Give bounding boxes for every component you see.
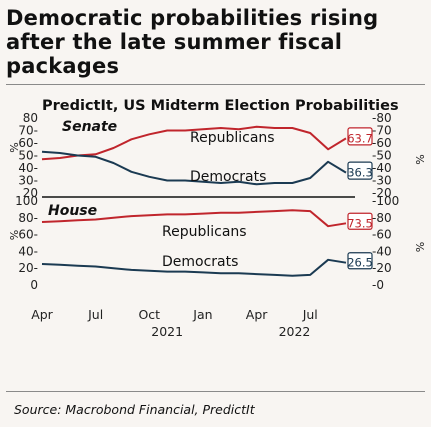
x-tick-label: Apr [246,307,268,322]
title-divider [6,84,425,85]
y-tick-label-left: 30- [18,174,38,188]
series-line-democrats [41,150,347,186]
y-tick-label-left: 0 [30,278,38,292]
end-value-box [347,161,373,180]
y-tick-label-left: 40- [18,244,38,258]
end-value-label: 26.5 [347,256,373,270]
y-tick-label-right: -80 [372,211,392,225]
y-tick-label-right: -40 [372,161,392,175]
series-label-republicans: Republicans [190,130,275,146]
series-label-democrats: Democrats [190,169,266,185]
y-tick-label-right: -20 [372,186,392,200]
y-tick-label-left: 20 [23,186,38,200]
panel-title: Senate [62,119,117,135]
end-value-box [347,252,373,270]
x-year-label: 2021 [151,324,183,339]
y-axis-label-left: % [8,230,21,240]
y-tick-label-right: -60 [372,228,392,242]
y-tick-label-left: 50- [18,149,38,163]
chart-subtitle: PredictIt, US Midterm Election Probabili… [42,98,399,114]
y-tick-label-left: 20- [18,261,38,275]
end-value-label: 73.5 [347,216,373,230]
y-tick-label-left: 60- [18,136,38,150]
y-axis-label-right: % [413,154,426,164]
end-value-box [347,127,373,146]
y-tick-label-left: 60- [18,228,38,242]
series-line-republicans [41,209,347,228]
y-tick-label-left: 80 [23,111,38,125]
end-value-label: 36.3 [347,166,373,180]
source-note: Source: Macrobond Financial, PredictIt [14,402,255,417]
y-tick-label-right: -60 [372,136,392,150]
x-tick-label: Jan [192,307,212,322]
y-tick-label-right: -70 [372,124,392,138]
y-tick-label-left: 80- [18,211,38,225]
series-label-democrats: Democrats [162,254,238,270]
y-tick-label-left: 100 [15,194,38,208]
x-tick-label: Apr [31,307,53,322]
y-tick-label-right: -50 [372,149,392,163]
source-divider [6,391,425,392]
y-tick-label-right: -30 [372,174,392,188]
x-tick-label: Oct [138,307,160,322]
end-value-label: 63.7 [347,131,373,145]
y-tick-label-right: -0 [372,278,384,292]
y-tick-label-left: 70- [18,124,38,138]
series-line-republicans [41,125,347,161]
y-tick-label-right: -40 [372,244,392,258]
y-tick-label-right: -100 [372,194,399,208]
series-line-democrats [41,258,347,277]
y-tick-label-right: -20 [372,261,392,275]
panel-title: House [48,203,97,219]
y-tick-label-left: 40- [18,161,38,175]
y-axis-label-right: % [413,242,426,252]
series-label-republicans: Republicans [162,224,247,240]
y-axis-label-left: % [8,142,21,152]
end-value-box [347,212,373,230]
y-tick-label-right: -80 [372,111,392,125]
x-tick-label: Jul [87,307,103,322]
chart-title: Democratic probabilities rising after th… [6,6,379,78]
x-tick-label: Jul [302,307,318,322]
x-year-label: 2022 [279,324,311,339]
